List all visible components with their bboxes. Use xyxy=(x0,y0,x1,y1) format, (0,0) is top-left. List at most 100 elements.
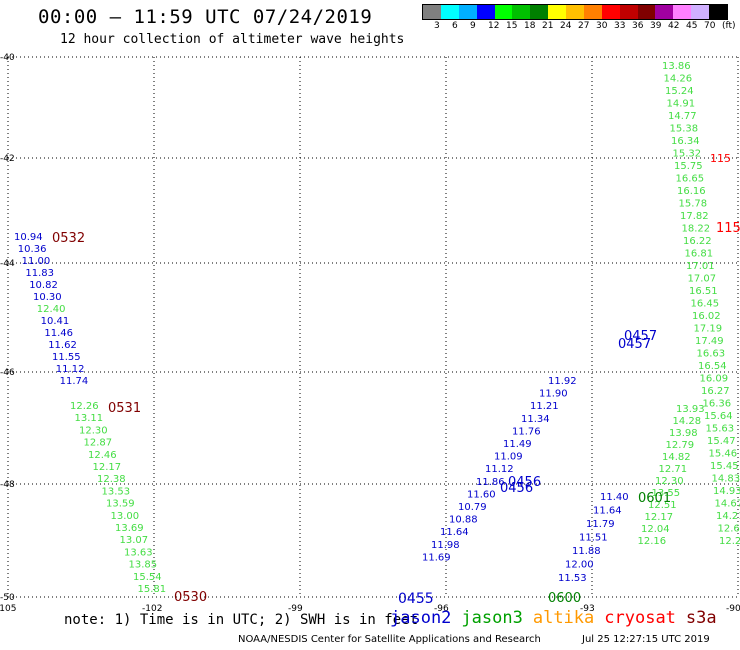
swh-value-label: 13.85 xyxy=(129,560,158,571)
swh-value-label: 16.36 xyxy=(703,399,732,410)
latitude-label: -50 xyxy=(0,593,15,603)
swh-value-label: 11.74 xyxy=(60,376,89,387)
pass-time-label: 0456 xyxy=(500,481,533,496)
color-swatch xyxy=(691,5,709,19)
footer-credit: NOAA/NESDIS Center for Satellite Applica… xyxy=(238,634,541,645)
pass-time-label: 115 xyxy=(716,221,740,236)
color-scale-label: 15 xyxy=(506,21,518,31)
swh-value-label: 11.64 xyxy=(593,506,622,517)
swh-value-label: 11.40 xyxy=(600,492,629,503)
swh-value-label: 13.00 xyxy=(111,511,140,522)
swh-value-label: 11.62 xyxy=(48,340,77,351)
color-scale-label: 70 xyxy=(704,21,716,31)
swh-value-label: 11.83 xyxy=(25,268,54,279)
swh-value-label: 11.60 xyxy=(467,489,496,500)
swh-value-label: 15.64 xyxy=(704,411,733,422)
longitude-label: -105 xyxy=(0,604,16,614)
latitude-label: -44 xyxy=(0,259,15,269)
color-scale-label: 30 xyxy=(596,21,608,31)
pass-time-label: 0530 xyxy=(174,590,207,605)
legend-entry-altika: altika xyxy=(532,608,595,628)
swh-value-label: 13.86 xyxy=(662,61,691,72)
swh-value-label: 18.22 xyxy=(682,224,711,235)
swh-value-label: 13.53 xyxy=(102,486,131,497)
pass-time-label: 0531 xyxy=(108,401,141,416)
swh-value-label: 17.01 xyxy=(686,261,715,272)
swh-value-label: 11.12 xyxy=(485,464,514,475)
color-scale-label: 6 xyxy=(452,21,458,31)
latitude-label: -40 xyxy=(0,53,15,63)
pass-time-label: 0457 xyxy=(618,337,651,352)
swh-value-label: 11.86 xyxy=(476,477,505,488)
swh-value-label: 12.16 xyxy=(638,536,667,547)
pass-time-label: 0532 xyxy=(52,231,85,246)
swh-value-label: 14.67 xyxy=(715,499,740,510)
longitude-label: -96 xyxy=(434,604,449,614)
swh-value-label: 16.45 xyxy=(691,299,720,310)
swh-value-label: 15.24 xyxy=(665,86,694,97)
color-swatch xyxy=(440,5,459,19)
pass-time-label: 0600 xyxy=(548,591,581,606)
pass-time-label: 115 xyxy=(710,152,731,165)
swh-value-label: 14.21 xyxy=(716,511,740,522)
swh-value-label: 11.90 xyxy=(539,389,568,400)
swh-value-label: 13.07 xyxy=(120,535,149,546)
swh-value-label: 11.00 xyxy=(22,256,51,267)
pass-time-label: 0455 xyxy=(398,591,434,607)
swh-value-label: 15.75 xyxy=(674,161,703,172)
swh-value-label: 11.69 xyxy=(422,552,451,563)
swh-value-label: 12.17 xyxy=(93,462,122,473)
latitude-label: -42 xyxy=(0,154,15,164)
swh-value-label: 15.47 xyxy=(707,436,736,447)
swh-value-label: 16.09 xyxy=(700,374,729,385)
swh-value-label: 15.63 xyxy=(706,424,735,435)
swh-value-label: 13.93 xyxy=(676,404,705,415)
swh-value-label: 10.41 xyxy=(41,316,70,327)
units-note: note: 1) Time is in UTC; 2) SWH is in fe… xyxy=(64,612,419,628)
color-swatch xyxy=(583,5,602,19)
swh-value-label: 16.34 xyxy=(671,136,700,147)
satellite-legend: jason2 jason3 altika cryosat s3a xyxy=(390,608,727,628)
color-swatch xyxy=(655,5,674,19)
color-scale-label: 27 xyxy=(578,21,590,31)
swh-value-label: 16.51 xyxy=(689,286,718,297)
swh-value-label: 17.19 xyxy=(694,324,723,335)
color-swatch xyxy=(530,5,549,19)
swh-value-label: 13.63 xyxy=(124,547,153,558)
color-scale-bar xyxy=(422,4,728,20)
swh-value-label: 11.79 xyxy=(586,519,615,530)
swh-value-label: 10.30 xyxy=(33,292,62,303)
map-subtitle: 12 hour collection of altimeter wave hei… xyxy=(60,32,405,47)
color-scale-label: (ft) xyxy=(722,21,736,31)
swh-value-label: 11.09 xyxy=(494,452,523,463)
longitude-label: -90 xyxy=(726,604,740,614)
legend-entry-jason3: jason3 xyxy=(461,608,523,628)
swh-value-label: 15.81 xyxy=(138,584,167,595)
color-scale-labels: 3 6 9 12 15 18 21 24 27 30 33 36 39 42 45 70 (ft) xyxy=(422,21,738,35)
swh-value-label: 14.28 xyxy=(673,416,702,427)
color-scale-label: 18 xyxy=(524,21,536,31)
color-scale-label: 12 xyxy=(488,21,500,31)
color-scale-label: 42 xyxy=(668,21,680,31)
swh-value-label: 14.93 xyxy=(713,486,740,497)
swh-value-label: 12.00 xyxy=(565,560,594,571)
swh-value-label: 11.55 xyxy=(52,352,81,363)
swh-value-label: 10.82 xyxy=(29,280,58,291)
latitude-label: -46 xyxy=(0,368,15,378)
color-swatch xyxy=(673,5,692,19)
color-scale-label: 45 xyxy=(686,21,698,31)
footer-timestamp: Jul 25 12:27:15 UTC 2019 xyxy=(582,634,710,645)
longitude-label: -99 xyxy=(288,604,303,614)
swh-value-label: 16.65 xyxy=(676,174,705,185)
swh-value-label: 12.26 xyxy=(70,401,99,412)
swh-value-label: 15.78 xyxy=(679,199,708,210)
legend-entry-jason2: jason2 xyxy=(390,608,452,628)
color-swatch xyxy=(458,5,477,19)
swh-value-label: 14.82 xyxy=(662,452,691,463)
color-scale-label: 21 xyxy=(542,21,554,31)
swh-value-label: 11.12 xyxy=(56,364,85,375)
swh-value-label: 12.46 xyxy=(88,450,117,461)
swh-value-label: 11.21 xyxy=(530,401,559,412)
color-swatch xyxy=(494,5,513,19)
color-scale-label: 24 xyxy=(560,21,572,31)
